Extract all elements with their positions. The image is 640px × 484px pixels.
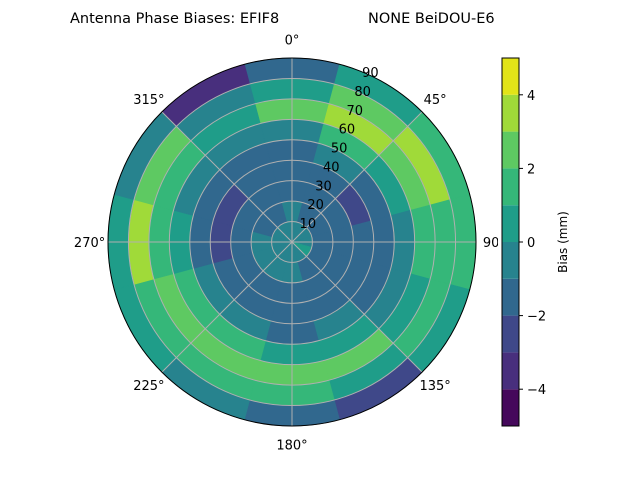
colorbar-tick-label: 0 xyxy=(527,236,535,251)
azimuth-tick-labels: 0°45°90°135°180°225°270°315° xyxy=(74,34,506,454)
azimuth-tick-label: 45° xyxy=(424,93,447,108)
colorbar-band xyxy=(502,352,519,390)
radial-tick-label: 20 xyxy=(307,198,324,213)
radial-tick-label: 60 xyxy=(339,123,356,138)
colorbar-band xyxy=(502,205,519,242)
radial-tick-label: 10 xyxy=(300,217,317,232)
chart-title-left: Antenna Phase Biases: EFIF8 xyxy=(70,11,279,27)
colorbar-tick-label: 2 xyxy=(527,162,535,177)
azimuth-gridline xyxy=(161,241,293,373)
colorbar-label: Bias (mm) xyxy=(556,211,570,273)
chart-title-right: NONE BeiDOU-E6 xyxy=(368,11,495,27)
radial-tick-label: 30 xyxy=(315,179,332,194)
polar-grid xyxy=(108,58,476,426)
colorbar-band xyxy=(502,315,519,353)
colorbar: 4 2 0 −2 −4 xyxy=(498,57,546,427)
azimuth-tick-label: 315° xyxy=(133,93,164,108)
colorbar-band xyxy=(502,242,519,279)
azimuth-tick-label: 270° xyxy=(74,236,105,251)
colorbar-band xyxy=(502,168,519,206)
colorbar-band xyxy=(502,389,519,426)
radial-tick-label: 40 xyxy=(323,160,340,175)
azimuth-tick-label: 0° xyxy=(285,34,300,49)
radial-tick-label: 90 xyxy=(362,66,379,81)
radial-tick-label: 80 xyxy=(354,85,371,100)
radial-tick-label: 70 xyxy=(346,104,363,119)
polar-frame xyxy=(107,57,477,427)
azimuth-gridline xyxy=(291,111,423,243)
azimuth-tick-label: 135° xyxy=(419,379,450,394)
radial-tick-label: 50 xyxy=(331,142,348,157)
colorbar-band xyxy=(502,278,519,316)
colorbar-tick-label: −4 xyxy=(527,383,546,398)
azimuth-tick-label: 180° xyxy=(276,438,307,453)
colorbar-band xyxy=(502,94,519,132)
azimuth-gridline xyxy=(161,111,293,243)
radial-tick-labels: 10 20 30 40 50 60 70 80 90 xyxy=(300,66,379,232)
colorbar-band xyxy=(502,131,519,169)
azimuth-gridline xyxy=(291,241,423,373)
azimuth-tick-label: 225° xyxy=(133,379,164,394)
colorbar-tick-label: −2 xyxy=(527,310,546,325)
colorbar-tick-label: 4 xyxy=(527,89,535,104)
colorbar-band xyxy=(502,58,519,95)
